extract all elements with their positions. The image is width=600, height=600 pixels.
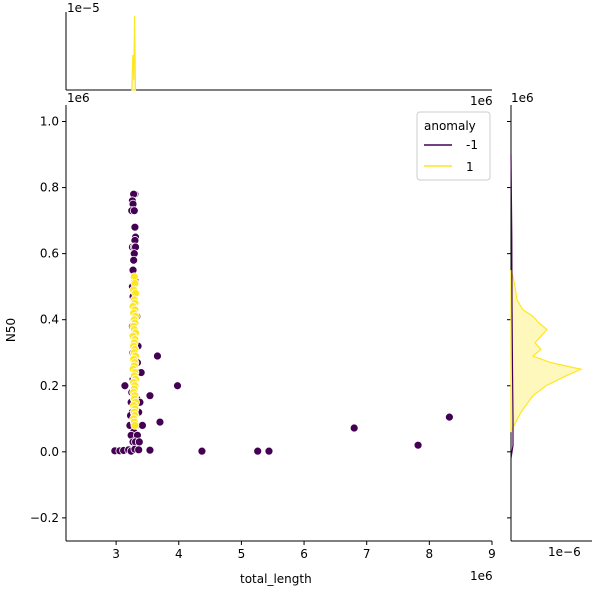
scatter-point-neg1	[197, 446, 207, 456]
scatter-point-neg1	[120, 381, 130, 391]
legend-title: anomaly	[424, 119, 476, 133]
scatter-points	[110, 189, 454, 456]
scatter-point-neg1	[444, 412, 454, 422]
y-tick-label: 0.6	[40, 247, 59, 261]
scatter-point-neg1	[264, 446, 274, 456]
scatter-point-neg1	[129, 206, 139, 216]
top-marginal-density-pos1	[131, 15, 137, 91]
scatter-point-neg1	[145, 445, 155, 455]
y-axis-label: N50	[4, 318, 18, 342]
scatter-point-neg1	[134, 437, 144, 447]
top-marginal-x-offset-text: 1e6	[470, 94, 493, 108]
scatter-point-neg1	[253, 446, 263, 456]
scatter-point-neg1	[153, 351, 162, 361]
axes: 3 4 5 6 7 8 9 −0.2 0.0 0.2 0.4 0.6 0.8 1.0	[30, 105, 496, 561]
scatter-point-neg1	[349, 423, 359, 433]
top-marginal-offset-text: 1e−5	[67, 1, 100, 15]
x-offset-text: 1e6	[470, 569, 493, 583]
y-tick-label: 0.0	[40, 445, 59, 459]
legend: anomaly -1 1	[416, 111, 491, 181]
y-tick-label: 0.8	[40, 181, 59, 195]
legend-label-neg1: -1	[466, 138, 478, 152]
x-tick-label: 8	[426, 547, 434, 561]
legend-label-pos1: 1	[466, 160, 474, 174]
scatter-point-pos1	[130, 420, 140, 430]
x-tick-label: 6	[300, 547, 308, 561]
scatter-point-neg1	[129, 255, 139, 265]
y-tick-label: 0.4	[40, 313, 59, 327]
scatter-point-neg1	[413, 440, 423, 450]
right-marginal-density-neg1	[510, 154, 514, 459]
right-marginal-density	[507, 105, 592, 542]
y-tick-label: 0.2	[40, 379, 59, 393]
y-offset-text: 1e6	[67, 91, 90, 105]
right-marginal-density-pos1	[510, 269, 583, 433]
x-tick-label: 9	[488, 547, 496, 561]
y-tick-label: 1.0	[40, 115, 59, 129]
x-axis-label: total_length	[240, 572, 312, 586]
scatter-point-neg1	[134, 445, 144, 455]
scatter-point-neg1	[138, 420, 147, 430]
right-marginal-offset-text: 1e−6	[548, 545, 581, 559]
scatter-point-neg1	[145, 391, 155, 401]
top-marginal-density	[65, 12, 492, 91]
right-marginal-y-offset-text: 1e6	[511, 91, 534, 105]
y-tick-label: −0.2	[30, 511, 59, 525]
scatter-point-neg1	[155, 417, 165, 427]
x-tick-label: 3	[112, 547, 120, 561]
x-tick-label: 4	[175, 547, 183, 561]
scatter-point-neg1	[173, 381, 182, 391]
x-tick-label: 5	[238, 547, 246, 561]
x-tick-label: 7	[363, 547, 371, 561]
legend-frame	[416, 111, 491, 181]
scatter-point-neg1	[130, 222, 140, 232]
